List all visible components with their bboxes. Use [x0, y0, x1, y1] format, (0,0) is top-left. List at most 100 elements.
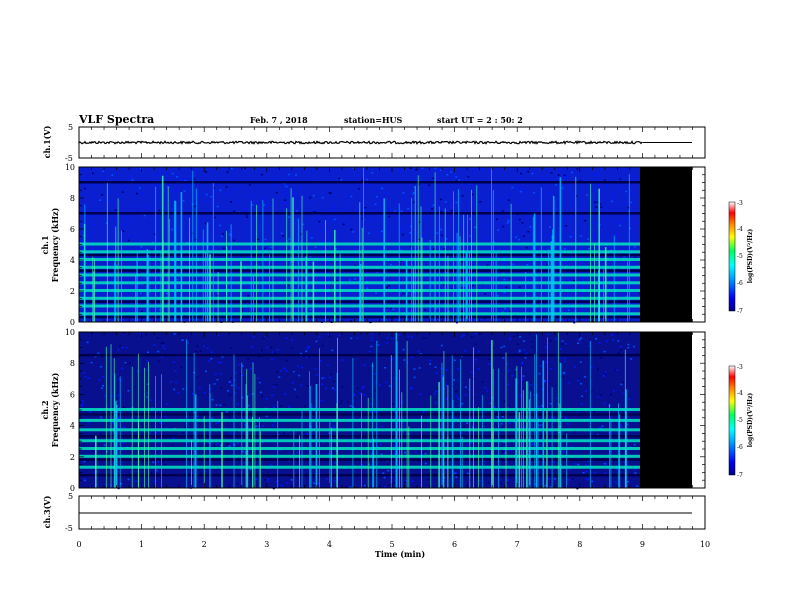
- spectrogram-speckle: [451, 240, 454, 243]
- spectrogram-speckle: [361, 179, 364, 181]
- spectrogram-speckle: [505, 482, 508, 484]
- spectrogram-speckle: [230, 377, 232, 379]
- spectrogram-speckle: [184, 178, 187, 180]
- spectrogram-speckle: [173, 388, 176, 391]
- spectrogram-speckle: [429, 363, 432, 365]
- spectrogram-speckle: [152, 461, 155, 464]
- spectrogram-speckle: [229, 234, 232, 237]
- spectrogram-speckle: [191, 236, 194, 238]
- spectrogram-speckle: [425, 217, 428, 219]
- spectrogram-speckle: [523, 189, 526, 192]
- spectrogram-speckle: [264, 247, 267, 249]
- spectrogram-speckle: [615, 481, 617, 483]
- spectrogram-speckle: [425, 337, 428, 339]
- spectrogram-speckle: [633, 468, 636, 471]
- spectrogram-speckle: [503, 197, 506, 200]
- spectrogram-speckle: [422, 236, 424, 238]
- spectrogram-speckle: [440, 198, 442, 201]
- cb1-tick-m6: -6: [737, 280, 743, 287]
- spectrogram-speckle: [153, 233, 156, 235]
- spectrogram-speckle: [502, 225, 505, 228]
- spectrogram-speckle: [393, 482, 396, 484]
- spectrogram-speckle: [619, 345, 622, 348]
- spectrogram-speckle: [418, 183, 421, 185]
- spectrogram-speckle: [285, 185, 288, 188]
- spectrogram-speckle: [615, 369, 618, 372]
- spectrogram-speckle: [230, 347, 233, 349]
- spectrogram-band-bright: [79, 447, 643, 450]
- spectrogram-speckle: [600, 234, 603, 237]
- spectrogram-speckle: [100, 356, 103, 358]
- spectrogram-speckle: [214, 373, 217, 376]
- spectrogram-speckle: [97, 280, 100, 282]
- spectrogram-speckle: [405, 480, 408, 482]
- spectrogram-speckle: [561, 343, 564, 345]
- spectrogram-speckle: [521, 363, 524, 365]
- spectrogram-speckle: [601, 425, 604, 427]
- spectrogram-speckle: [486, 264, 489, 267]
- spectrogram-speckle: [300, 352, 303, 355]
- spectrogram-speckle: [284, 393, 287, 395]
- spectrogram-speckle: [177, 355, 180, 358]
- spectrogram-speckle: [377, 230, 380, 233]
- spectrogram-speckle: [631, 193, 633, 196]
- spectrogram-speckle: [549, 195, 552, 198]
- spectrogram-speckle: [409, 167, 412, 169]
- spectrogram-speckle: [383, 476, 386, 479]
- spectrogram-speckle: [252, 335, 255, 338]
- spectrogram-speckle: [157, 350, 160, 353]
- spectrogram-speckle: [578, 339, 581, 341]
- spectrogram-speckle: [427, 191, 430, 193]
- spectrogram-speckle: [399, 229, 402, 232]
- spectrogram-speckle: [161, 461, 164, 463]
- spectrogram-speckle: [162, 342, 165, 344]
- spectrogram-speckle: [123, 442, 126, 444]
- spectrogram-speckle: [445, 446, 448, 448]
- spectrogram-speckle: [503, 261, 506, 264]
- spectrogram-speckle: [609, 415, 612, 417]
- spectrogram-speckle: [350, 228, 353, 231]
- spectrogram-speckle: [303, 405, 306, 408]
- spectrogram-speckle: [548, 430, 551, 433]
- spectrogram-speckle: [443, 294, 446, 296]
- spectrogram-speckle: [479, 200, 482, 203]
- spectrogram-speckle: [144, 295, 147, 297]
- spectrogram-speckle: [515, 236, 518, 238]
- spectrogram-speckle: [569, 235, 572, 238]
- time-tick-label-3: 3: [264, 540, 269, 549]
- spectrogram-speckle: [195, 350, 198, 353]
- ch1-frequency-tick-labels: 0 2 4 6 8 10: [65, 163, 705, 327]
- spectrogram-speckle: [627, 343, 630, 346]
- spectrogram-speckle: [172, 191, 175, 193]
- spectrogram-speckle: [280, 369, 283, 372]
- spectrogram-speckle: [302, 431, 305, 434]
- spectrogram-speckle: [406, 239, 409, 242]
- spectrogram-speckle: [620, 222, 623, 224]
- spectrogram-speckle: [533, 191, 536, 194]
- spectrogram-speckle: [546, 333, 549, 336]
- spectrogram-speckle: [549, 486, 552, 488]
- spectrogram-speckle: [85, 177, 88, 179]
- spectrogram-speckle: [507, 221, 510, 224]
- spectrogram-speckle: [220, 444, 222, 446]
- spectrogram-speckle: [340, 178, 343, 181]
- spectrogram-speckle: [585, 464, 587, 466]
- spectrogram-speckle: [208, 360, 210, 362]
- spectrogram-speckle: [227, 390, 229, 392]
- spectrogram-speckle: [229, 432, 232, 434]
- spectrogram-speckle: [116, 411, 119, 414]
- spectrogram-speckle: [145, 369, 148, 371]
- spectrogram-speckle: [626, 423, 629, 426]
- spectrogram-speckle: [518, 286, 521, 288]
- ch1-colorbar: -3 -4 -5 -6 -7 log(PSD)(V²/Hz): [728, 200, 754, 315]
- spectrogram-speckle: [612, 318, 615, 320]
- spectrogram-speckle: [251, 204, 254, 206]
- spectrogram-speckle: [273, 384, 276, 386]
- spectrogram-speckle: [627, 206, 630, 209]
- spectrogram-speckle: [334, 248, 337, 250]
- spectrogram-speckle: [413, 376, 416, 379]
- ch1-no-data-region: [640, 167, 692, 322]
- spectrogram-speckle: [371, 333, 374, 335]
- spectrogram-speckle: [445, 238, 448, 240]
- spectrogram-speckle: [481, 168, 484, 170]
